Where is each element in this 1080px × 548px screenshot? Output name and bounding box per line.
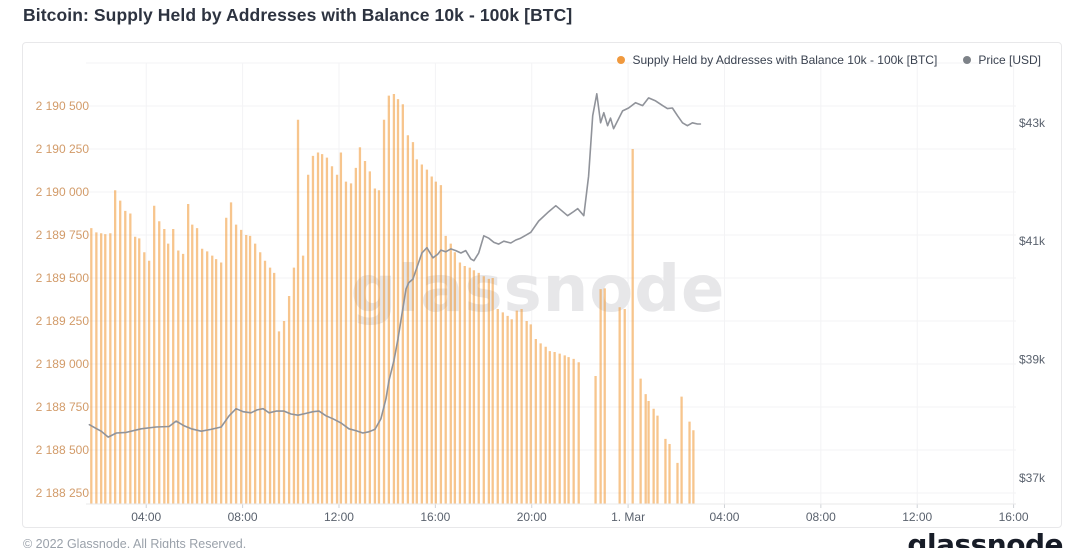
x-tick-label: 08:00 (228, 510, 258, 524)
x-tick-label: 12:00 (902, 510, 932, 524)
x-tick-label: 04:00 (709, 510, 739, 524)
y-right-tick-label: $41k (1019, 234, 1046, 248)
y-left-tick-label: 2 190 250 (36, 142, 90, 156)
y-left-tick-label: 2 189 500 (36, 271, 90, 285)
y-left-tick-label: 2 188 250 (36, 486, 90, 500)
legend-label-supply: Supply Held by Addresses with Balance 10… (632, 53, 938, 67)
x-tick-label: 20:00 (517, 510, 547, 524)
legend-item-price[interactable]: Price [USD] (963, 53, 1041, 67)
footer-copyright: © 2022 Glassnode. All Rights Reserved. (23, 537, 247, 548)
x-tick-label: 16:00 (999, 510, 1029, 524)
brand-logo[interactable]: glassnode (907, 528, 1063, 548)
legend-dot-price-icon (963, 56, 972, 64)
y-left-tick-label: 2 189 750 (36, 228, 90, 242)
chart-legend: Supply Held by Addresses with Balance 10… (617, 53, 1041, 67)
y-left-tick-label: 2 190 000 (36, 185, 90, 199)
legend-item-supply[interactable]: Supply Held by Addresses with Balance 10… (617, 53, 937, 67)
y-left-tick-label: 2 188 750 (36, 400, 90, 414)
y-right-tick-label: $39k (1019, 353, 1046, 367)
x-tick-label: 1. Mar (611, 510, 645, 524)
y-right-tick-label: $43k (1019, 116, 1046, 130)
y-left-tick-label: 2 190 500 (36, 99, 90, 113)
price-line (88, 92, 702, 438)
y-right-tick-label: $37k (1019, 471, 1046, 485)
chart-canvas[interactable]: 04:00 08:00 12:00 16:00 20:00 1. Mar 04:00 08:0… (23, 43, 1061, 527)
chart-card: 04:00 08:00 12:00 16:00 20:00 1. Mar 04:00 08:0… (22, 42, 1062, 528)
x-tick-label: 12:00 (324, 510, 354, 524)
y-left-tick-label: 2 189 250 (36, 314, 90, 328)
x-tick-label: 16:00 (420, 510, 450, 524)
x-tick-label: 04:00 (131, 510, 161, 524)
x-tick-label: 08:00 (806, 510, 836, 524)
page-title: Bitcoin: Supply Held by Addresses with B… (23, 5, 573, 25)
y-left-tick-label: 2 188 500 (36, 443, 90, 457)
legend-label-price: Price [USD] (978, 53, 1041, 67)
legend-dot-supply-icon (617, 56, 626, 64)
y-left-tick-label: 2 189 000 (36, 357, 90, 371)
